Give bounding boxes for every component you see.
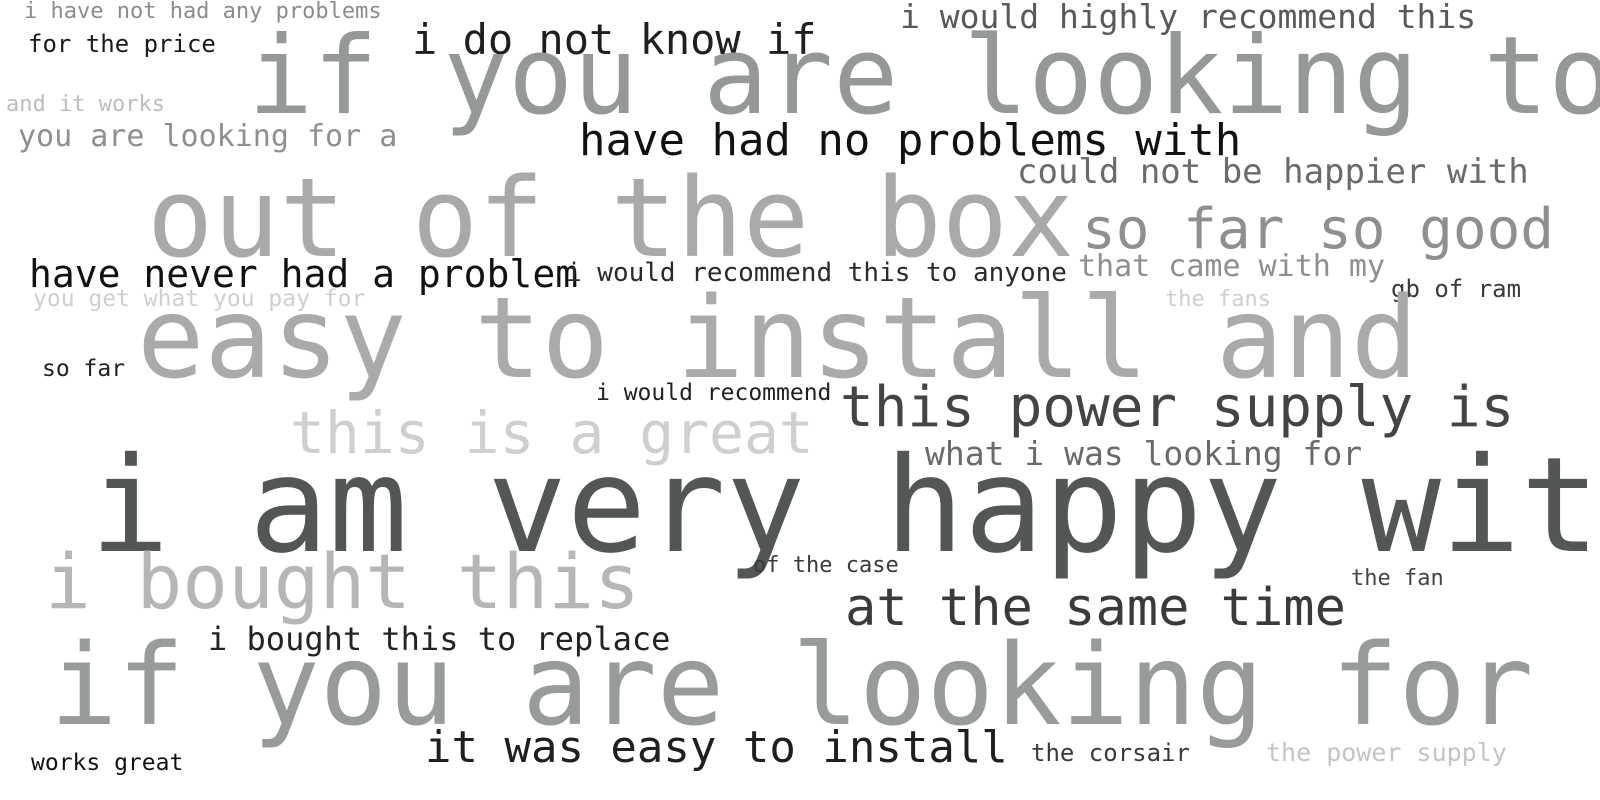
phrase-14: gb of ram [1391, 275, 1522, 303]
phrase-15: you get what you pay for [33, 286, 366, 312]
phrase-30: works great [31, 750, 184, 776]
phrase-4: if you are looking to [248, 14, 1600, 139]
phrase-32: the corsair [1031, 739, 1190, 767]
phrase-25: of the case [753, 553, 899, 578]
phrase-5: and it works [6, 92, 165, 117]
phrase-10: so far so good [1082, 197, 1555, 262]
phrase-13: that came with my [1078, 249, 1386, 284]
phrase-0: i have not had any problems [24, 0, 382, 24]
phrase-16: the fans [1165, 287, 1271, 312]
phrase-12: i would recommend this to anyone [566, 258, 1067, 288]
phrase-20: this power supply is [840, 375, 1515, 440]
phrase-2: i do not know if [412, 15, 817, 64]
phrase-22: what i was looking for [925, 434, 1363, 473]
phrase-28: i bought this to replace [208, 620, 671, 658]
phrase-26: the fan [1351, 566, 1444, 591]
phrase-17: easy to install and [137, 274, 1419, 404]
phrase-7: have had no problems with [579, 115, 1242, 166]
phrase-21: this is a great [290, 399, 814, 467]
phrase-27: at the same time [845, 578, 1346, 638]
phrase-9: out of the box [147, 154, 1075, 282]
phrase-31: it was easy to install [425, 722, 1008, 773]
phrase-11: have never had a problem [29, 252, 579, 296]
phrase-23: i am very happy with [90, 429, 1600, 583]
phrase-6: you are looking for a [18, 119, 398, 154]
phrase-8: could not be happier with [1017, 152, 1529, 192]
phrase-1: for the price [28, 30, 216, 58]
phrase-19: i would recommend [596, 380, 832, 406]
phrase-3: i would highly recommend this [900, 0, 1477, 36]
phrase-33: the power supply [1266, 738, 1507, 767]
phrase-24: i bought this [45, 537, 640, 626]
phrase-29: if you are looking for [50, 621, 1534, 751]
phrase-18: so far [42, 356, 126, 382]
